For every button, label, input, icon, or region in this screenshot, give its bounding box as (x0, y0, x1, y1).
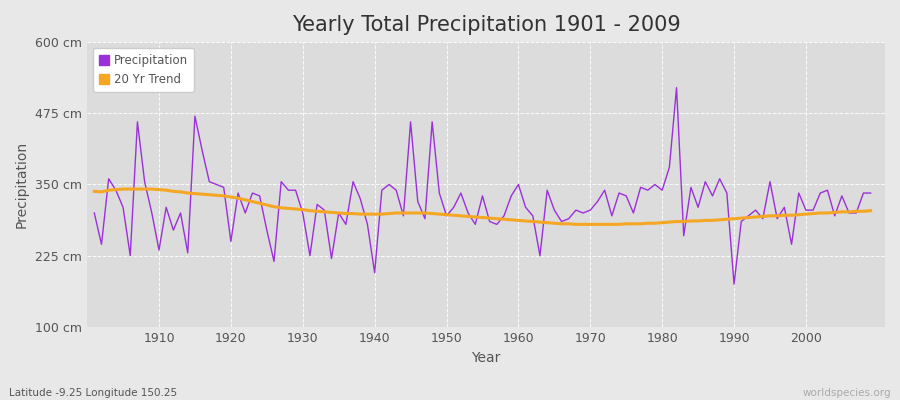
Text: Latitude -9.25 Longitude 150.25: Latitude -9.25 Longitude 150.25 (9, 388, 177, 398)
Title: Yearly Total Precipitation 1901 - 2009: Yearly Total Precipitation 1901 - 2009 (292, 15, 680, 35)
X-axis label: Year: Year (472, 351, 500, 365)
Legend: Precipitation, 20 Yr Trend: Precipitation, 20 Yr Trend (93, 48, 194, 92)
Text: worldspecies.org: worldspecies.org (803, 388, 891, 398)
Y-axis label: Precipitation: Precipitation (15, 141, 29, 228)
